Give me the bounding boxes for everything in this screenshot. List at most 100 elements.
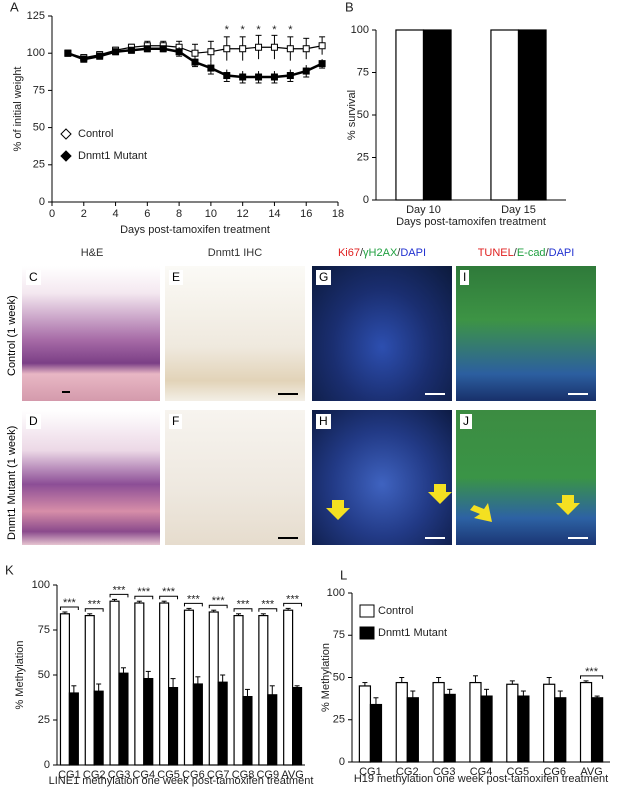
x-tick-label: 0 xyxy=(49,208,55,220)
significance: * xyxy=(225,24,230,36)
row-label: Control (1 week) xyxy=(6,295,18,376)
y-tick-label: 75 xyxy=(33,84,45,96)
panel-header: Dnmt1 IHC xyxy=(165,247,305,259)
bar xyxy=(422,29,452,201)
header-part: TUNEL xyxy=(477,247,514,259)
marker xyxy=(239,73,247,81)
bar xyxy=(517,695,530,763)
bracket xyxy=(109,593,129,598)
significance: *** xyxy=(88,599,102,611)
x-tick-label: CG5 xyxy=(157,769,180,781)
significance: *** xyxy=(113,584,127,596)
x-tick-label: 12 xyxy=(237,208,249,220)
y-axis-label: % survival xyxy=(346,90,358,140)
bracket xyxy=(134,595,154,600)
marker xyxy=(96,52,104,60)
bar xyxy=(506,683,519,763)
micrograph xyxy=(165,266,305,401)
panel-letter: G xyxy=(316,270,332,285)
bar xyxy=(159,602,170,766)
header-part: DAPI xyxy=(548,247,575,259)
x-tick-label: AVG xyxy=(281,769,303,781)
bar xyxy=(208,611,219,766)
bar xyxy=(168,686,179,766)
y-tick-label: 75 xyxy=(333,629,345,641)
panel-letter: K xyxy=(5,562,14,577)
micrograph xyxy=(456,410,596,545)
bar xyxy=(490,29,520,201)
bar xyxy=(217,681,228,766)
marker xyxy=(223,45,231,53)
significance: * xyxy=(241,24,246,36)
x-tick-label: CG2 xyxy=(396,766,419,778)
header-part: / xyxy=(513,247,517,259)
marker xyxy=(60,128,72,140)
marker xyxy=(270,73,278,81)
header-part: / xyxy=(397,247,401,259)
x-tick-label: CG2 xyxy=(83,769,106,781)
x-tick-label: 2 xyxy=(81,208,87,220)
bar xyxy=(143,677,154,766)
legend-label: Dnmt1 Mutant xyxy=(78,150,147,162)
panel-letter: C xyxy=(26,270,41,285)
marker xyxy=(112,48,120,56)
x-tick-label: CG6 xyxy=(543,766,566,778)
y-tick-label: 50 xyxy=(357,109,369,121)
bar xyxy=(93,690,104,766)
scale-bars xyxy=(62,391,588,539)
header-part: / xyxy=(359,247,364,259)
marker xyxy=(175,48,183,56)
bar xyxy=(517,29,547,201)
x-tick-label: 6 xyxy=(144,208,150,220)
marker xyxy=(318,60,326,68)
bar xyxy=(369,703,383,763)
marker xyxy=(191,58,199,66)
y-tick-label: 50 xyxy=(38,669,50,681)
y-tick-label: 25 xyxy=(357,151,369,163)
bracket xyxy=(84,608,104,612)
bar xyxy=(395,29,425,201)
bar xyxy=(469,681,482,763)
bar xyxy=(358,685,372,763)
panel-letter: A xyxy=(10,0,19,14)
significance: *** xyxy=(63,597,77,609)
x-tick-label: 18 xyxy=(332,208,344,220)
significance: *** xyxy=(137,586,151,598)
y-tick-label: 100 xyxy=(27,47,45,59)
significance: *** xyxy=(212,595,226,607)
y-tick-label: 25 xyxy=(33,159,45,171)
bar xyxy=(406,697,419,763)
header-part: γH2AX xyxy=(363,247,398,259)
x-tick-label: CG9 xyxy=(256,769,279,781)
legend-swatch xyxy=(359,604,375,618)
panel-letter: E xyxy=(169,270,184,285)
x-tick-label: Day 10 xyxy=(406,204,441,216)
marker xyxy=(270,43,278,51)
header-part: Dnmt1 IHC xyxy=(207,247,263,259)
marker xyxy=(255,43,263,51)
bar xyxy=(109,600,120,766)
bracket xyxy=(183,602,203,607)
bracket xyxy=(59,606,79,610)
micrograph xyxy=(165,410,305,545)
bar xyxy=(134,602,145,766)
panel-header: TUNEL/E-cad/DAPI xyxy=(456,247,596,259)
x-tick-label: 14 xyxy=(268,208,280,220)
row-label: Dnmt1 Mutant (1 week) xyxy=(6,425,18,540)
legend-swatch xyxy=(359,626,375,640)
y-tick-label: 100 xyxy=(32,579,50,591)
x-tick-label: CG5 xyxy=(507,766,530,778)
bar xyxy=(59,613,70,766)
legend-label: Control xyxy=(378,605,413,617)
header-part: / xyxy=(545,247,549,259)
legend-label: Dnmt1 Mutant xyxy=(378,627,447,639)
y-tick-label: 0 xyxy=(39,196,45,208)
y-tick-label: 25 xyxy=(38,714,50,726)
x-tick-label: CG4 xyxy=(132,769,155,781)
bar xyxy=(84,614,95,766)
panel-letter: I xyxy=(460,270,470,285)
panel-header: Ki67/γH2AX/DAPI xyxy=(312,247,452,259)
arrows xyxy=(326,484,580,522)
